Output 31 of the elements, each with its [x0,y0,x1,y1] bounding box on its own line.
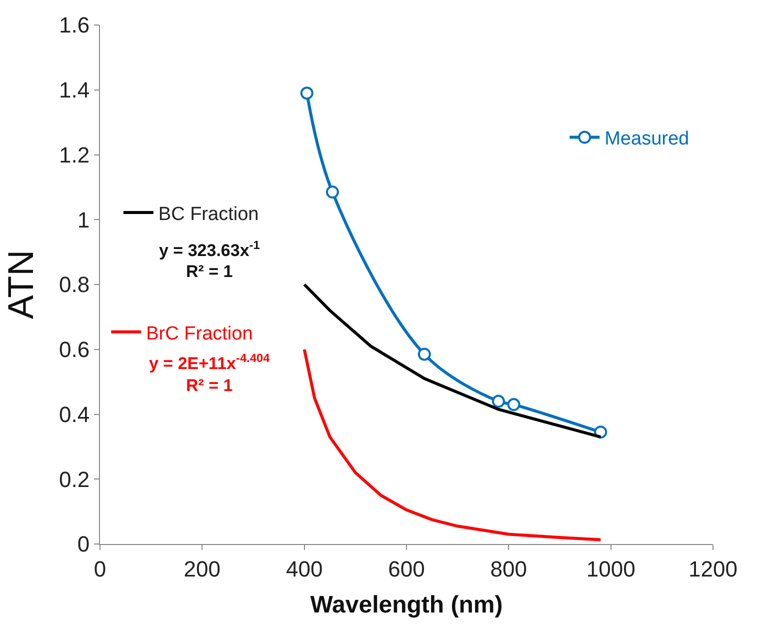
annotation: R² = 1 [186,262,233,281]
y-tick-label: 1 [77,207,90,232]
y-tick-label: 1.2 [59,142,90,168]
y-tick-label: 0.2 [59,466,90,492]
y-tick-label: 0 [77,532,90,557]
point [326,186,339,199]
legend-label: Measured [604,128,690,150]
x-tick-label: 1200 [688,556,738,582]
x-tick-label: 200 [184,556,221,582]
x-tick-label: 600 [388,556,425,582]
y-axis-title: ATN [0,250,41,320]
point [300,86,314,100]
y-tick-label: 1.4 [59,78,90,103]
x-tick-label: 1000 [586,556,636,582]
x-tick-label: 800 [490,556,528,582]
annotation: y = 323.63x$^{-1}$ [159,238,260,260]
y-tick-label: 1.6 [59,12,90,38]
point [492,394,505,408]
annotation: y = 2E+11x$^{-4.404}$ [149,351,270,374]
y-tick-label: 0.8 [59,272,90,298]
line-series [302,348,602,542]
x-axis-title: Wavelength (nm) [310,592,503,619]
x-tick-label: 0 [94,556,106,582]
point [418,348,431,361]
point [507,398,520,412]
legend-label: BC Fraction [158,204,259,225]
x-tick-label: 400 [286,556,323,582]
legend-label: BrC Fraction [146,323,253,344]
annotation: R² = 1 [186,376,233,395]
y-tick-label: 0.6 [59,337,90,362]
y-tick-label: 0.4 [59,402,90,427]
